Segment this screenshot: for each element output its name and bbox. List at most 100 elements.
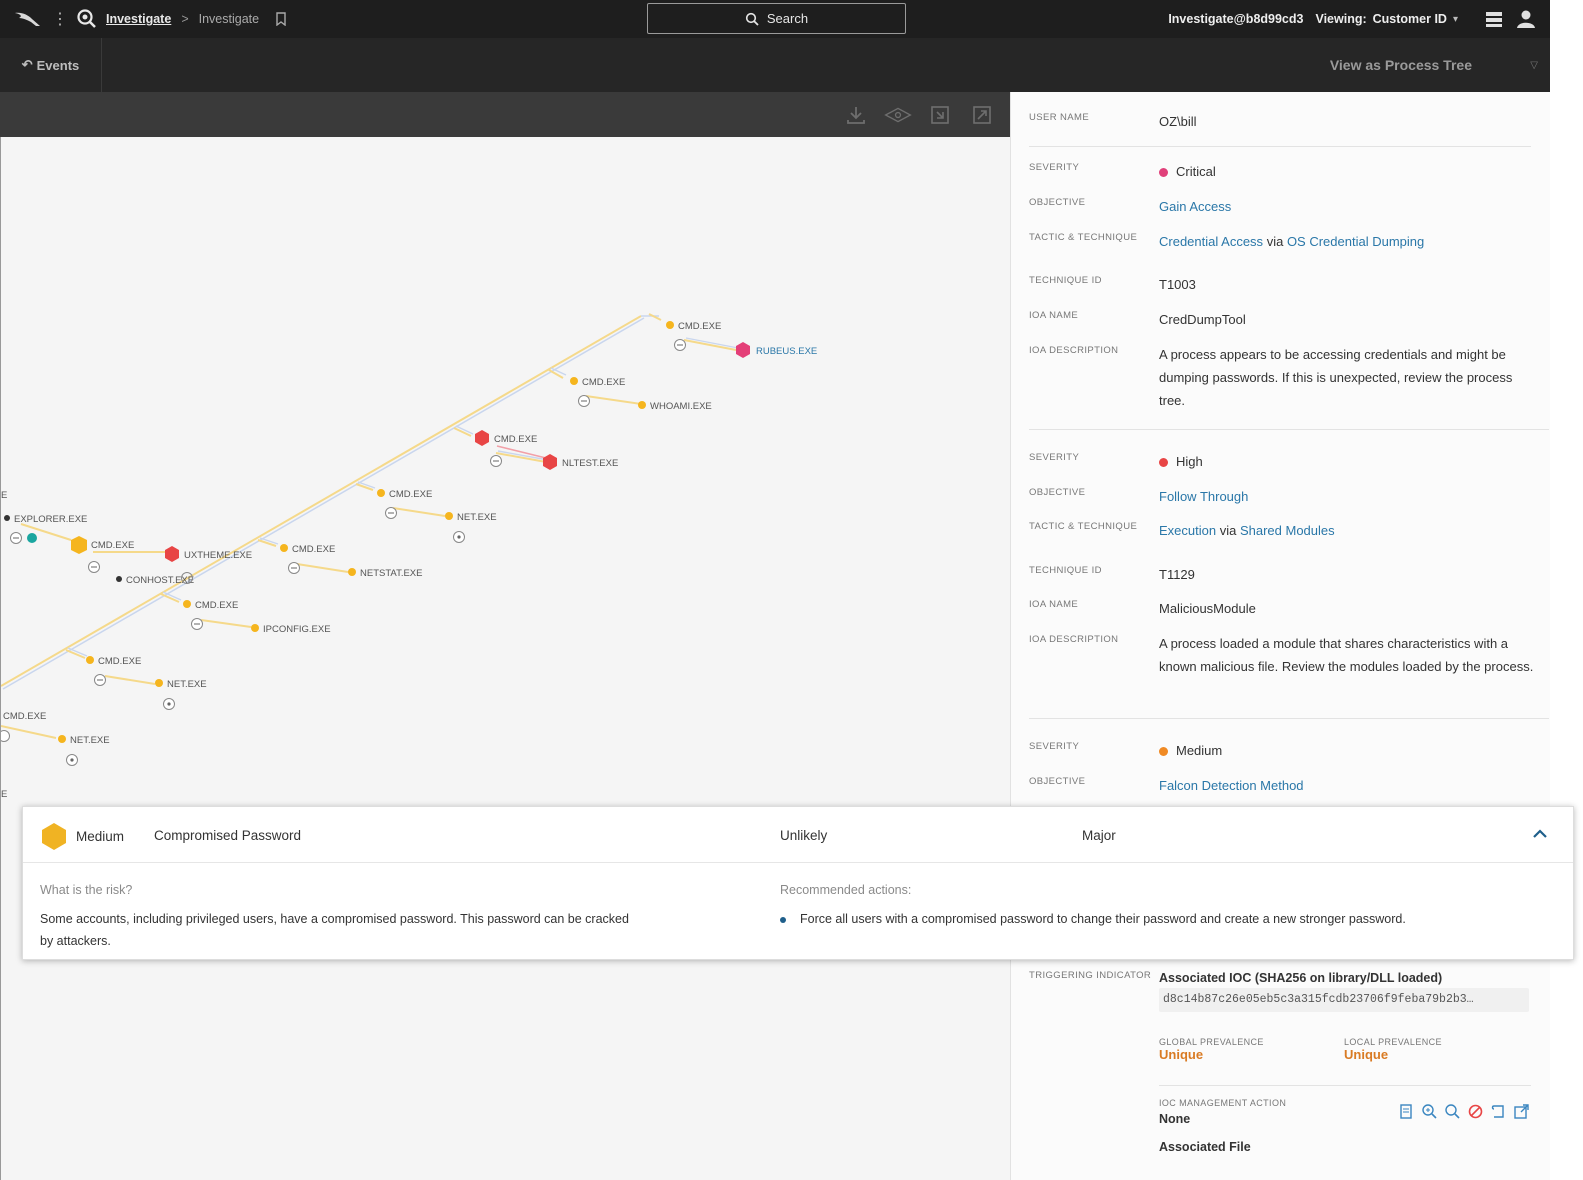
breadcrumb-current: Investigate — [198, 12, 260, 26]
chevron-up-icon[interactable] — [1529, 823, 1551, 845]
objective-link[interactable]: Falcon Detection Method — [1159, 778, 1304, 793]
node-nltest[interactable]: NLTEST.EXE — [543, 454, 618, 470]
divider — [1029, 146, 1531, 147]
node-cmd4[interactable]: CMD.EXE — [377, 489, 432, 519]
ioc-action-block: IOC MANAGEMENT ACTION None Associated Fi… — [1159, 1098, 1286, 1154]
field-label: IOC MANAGEMENT ACTION — [1159, 1098, 1287, 1108]
field-label: USER NAME — [1029, 112, 1090, 123]
d3-objective-row: OBJECTIVE Falcon Detection Method — [1029, 774, 1539, 797]
node-cmd1[interactable]: CMD.EXE — [666, 321, 721, 351]
node-label: NLTEST.EXE — [562, 458, 618, 469]
zoom-in-icon[interactable] — [1421, 1103, 1438, 1120]
secondary-toolbar: ↶ Events View as Process Tree ▽ — [0, 38, 1550, 92]
fit-to-screen-icon[interactable] — [926, 101, 954, 129]
d2-tactic-row: TACTIC & TECHNIQUE Execution via Shared … — [1029, 519, 1539, 542]
field-label: SEVERITY — [1029, 452, 1080, 463]
technique-link[interactable]: OS Credential Dumping — [1286, 234, 1425, 249]
severity-dot — [1159, 458, 1168, 468]
local-prevalence-value: Unique — [1344, 1047, 1389, 1062]
edit-note-icon[interactable] — [1398, 1103, 1415, 1120]
node-net1[interactable]: NET.EXE — [445, 512, 497, 543]
node-ipconfig[interactable]: IPCONFIG.EXE — [251, 624, 331, 635]
tactic-link[interactable]: Execution — [1159, 523, 1217, 538]
node-label: CMD.EXE — [98, 656, 141, 667]
risk-likelihood: Unlikely — [780, 828, 828, 843]
field-label: IOA DESCRIPTION — [1029, 345, 1119, 356]
field-label: IOA DESCRIPTION — [1029, 634, 1119, 645]
node-conhost[interactable]: CONHOST.EXE — [116, 572, 194, 587]
risk-card-header[interactable]: Medium Compromised Password Unlikely Maj… — [23, 807, 1573, 863]
node-label: NET.EXE — [457, 512, 497, 523]
field-label: SEVERITY — [1029, 741, 1080, 752]
filter-icon[interactable]: ▽ — [1530, 60, 1538, 71]
view-as-process-tree-button[interactable]: View as Process Tree — [1329, 57, 1472, 73]
bookmark-icon[interactable] — [275, 12, 287, 26]
detection-detail-panel: USER NAME OZ\bill SEVERITY Critical OBJE… — [1010, 92, 1550, 1180]
node-label: E — [1, 490, 7, 501]
ioa-name-value: MaliciousModule — [1159, 601, 1256, 616]
expand-icon[interactable] — [968, 101, 996, 129]
field-label: SEVERITY — [1029, 162, 1080, 173]
field-label: TECHNIQUE ID — [1029, 565, 1102, 576]
process-graph-canvas[interactable]: CMD.EXE RUBEUS.EXE CMD.EXE WHOAMI.EXE CM… — [0, 137, 1010, 1180]
field-label: OBJECTIVE — [1029, 487, 1086, 498]
view-toggle-icon[interactable] — [884, 101, 912, 129]
ioa-description-value: A process loaded a module that shares ch… — [1159, 636, 1534, 674]
app-window: ⋮ Investigate > Investigate Search Inves… — [0, 0, 1550, 1180]
technique-link[interactable]: Shared Modules — [1239, 523, 1335, 538]
node-whoami[interactable]: WHOAMI.EXE — [638, 401, 712, 412]
node-cmd3[interactable]: CMD.EXE — [475, 430, 537, 467]
risk-severity-label: Medium — [76, 828, 125, 844]
risk-name: Compromised Password — [154, 828, 302, 843]
node-cmd9[interactable]: CMD.EXE — [0, 711, 46, 742]
severity-dot — [1159, 168, 1168, 178]
notifications-stack-icon[interactable] — [1484, 10, 1504, 28]
external-link-icon[interactable] — [1513, 1103, 1530, 1120]
objective-link[interactable]: Gain Access — [1159, 199, 1232, 214]
ioc-hash-value[interactable]: d8c14b87c26e05eb5c3a315fcdb23706f9feba79… — [1159, 988, 1529, 1012]
node-label: CMD.EXE — [195, 600, 238, 611]
falcon-logo-icon[interactable] — [14, 9, 42, 29]
block-icon[interactable] — [1467, 1103, 1484, 1120]
investigate-app-icon[interactable] — [76, 8, 98, 30]
divider — [1159, 1085, 1531, 1086]
global-prevalence-value: Unique — [1159, 1047, 1204, 1062]
current-user[interactable]: Investigate@b8d99cd3 — [1168, 12, 1304, 26]
node-cmd2[interactable]: CMD.EXE — [570, 377, 625, 407]
node-rubeus[interactable]: RUBEUS.EXE — [736, 342, 817, 358]
node-netstat[interactable]: NETSTAT.EXE — [348, 568, 422, 579]
viewing-selector[interactable]: Viewing: Customer ID ▾ — [1315, 12, 1458, 26]
node-cmd7[interactable]: CMD.EXE — [183, 600, 238, 630]
field-label: OBJECTIVE — [1029, 197, 1086, 208]
node-cmd5[interactable]: CMD.EXE — [71, 536, 134, 573]
node-cmd6[interactable]: CMD.EXE — [280, 544, 335, 574]
node-label: E — [1, 789, 7, 800]
recommended-action-item: Force all users with a compromised passw… — [780, 908, 1540, 930]
divider — [1029, 429, 1549, 430]
tactic-link[interactable]: Credential Access — [1159, 234, 1264, 249]
user-icon[interactable] — [1516, 9, 1536, 29]
node-uxtheme[interactable]: UXTHEME.EXE — [165, 546, 252, 562]
objective-link[interactable]: Follow Through — [1159, 489, 1249, 504]
node-label: UXTHEME.EXE — [184, 550, 252, 561]
d1-ioa-name-row: IOA NAME CredDumpTool — [1029, 308, 1539, 331]
graph-toolbar — [0, 92, 1010, 137]
node-net3[interactable]: NET.EXE E — [1, 735, 110, 800]
node-net2[interactable]: NET.EXE — [155, 679, 207, 710]
top-nav-left: ⋮ Investigate > Investigate — [0, 8, 287, 30]
breadcrumb-investigate-link[interactable]: Investigate — [106, 12, 172, 26]
d1-severity-row: SEVERITY Critical — [1029, 160, 1539, 183]
node-label: NET.EXE — [70, 735, 110, 746]
field-label: GLOBAL PREVALENCE — [1159, 1037, 1264, 1047]
more-menu-icon[interactable]: ⋮ — [52, 11, 68, 28]
d1-objective-row: OBJECTIVE Gain Access — [1029, 195, 1539, 218]
node-explorer[interactable]: EXPLORER.EXE E — [1, 490, 87, 544]
global-search-button[interactable]: Search — [647, 3, 906, 34]
script-icon[interactable] — [1490, 1103, 1507, 1120]
triggering-indicator-row: TRIGGERING INDICATOR Associated IOC (SHA… — [1029, 968, 1539, 1012]
node-cmd8[interactable]: CMD.EXE — [86, 656, 141, 686]
search-icon[interactable] — [1444, 1103, 1461, 1120]
download-icon[interactable] — [842, 101, 870, 129]
back-to-events-button[interactable]: ↶ Events — [0, 38, 102, 92]
ioc-action-icons — [1398, 1103, 1530, 1120]
